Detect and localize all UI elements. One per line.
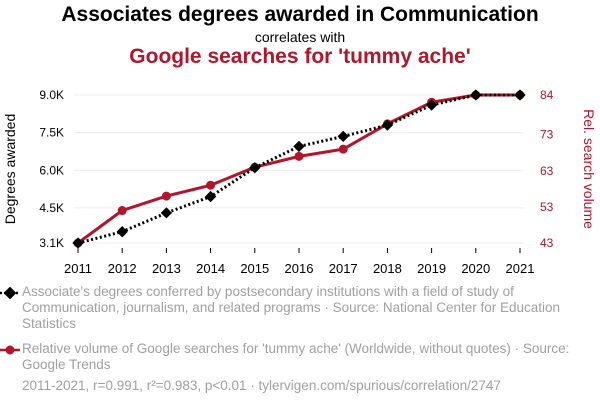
legend-text-series1: Associate's degrees conferred by postsec… [22,284,561,331]
y2-axis-label: Rel. search volume [581,109,597,229]
y-tick-label: 3.1K [39,236,64,250]
y2-tick-label: 43 [540,236,554,250]
x-tick-label: 2021 [506,261,535,276]
legend-text-series2: Relative volume of Google searches for '… [22,341,570,372]
series1-point [116,226,128,238]
x-tick-label: 2014 [196,261,225,276]
footer-stats: 2011-2021, r=0.991, r²=0.983, p<0.01 · t… [22,378,501,393]
x-tick-label: 2011 [64,261,92,276]
chart-subtitle: Google searches for 'tummy ache' [129,45,471,68]
series2-point [294,151,304,161]
series2-line [77,93,520,245]
y-tick-label: 6.0K [39,163,64,177]
x-tick-label: 2019 [417,261,446,276]
series2-point [338,144,348,154]
series1-point [337,130,349,143]
series1-point [514,89,526,101]
series1-point [204,190,217,203]
chart-connector: correlates with [254,29,346,45]
x-tick-label: 2020 [461,261,490,276]
y-tick-label: 4.5K [39,201,64,215]
legend-item-series1: Associate's degrees conferred by postsec… [0,284,582,332]
chart-title: Associates degrees awarded in Communicat… [61,3,539,26]
series1-point [160,207,173,219]
legend-marker-series2 [0,345,20,355]
x-tick-label: 2013 [152,261,181,276]
chart: 3.1K 4.5K 6.0K 7.5K 9.0K 43 53 63 73 84 2011 2012 20… [2,88,597,276]
y-tick-label: 9.0K [39,88,64,102]
x-tick-label: 2018 [373,261,402,276]
series1-point [293,140,305,153]
series2-point [206,180,216,190]
series1-line [77,93,520,245]
legend-item-series2: Relative volume of Google searches for '… [0,341,582,373]
y2-tick-label: 63 [540,164,554,178]
y-tick-label: 7.5K [39,126,64,140]
y2-tick-label: 53 [540,200,554,214]
series2-point [117,206,127,216]
series1-point [249,162,261,174]
x-tick-label: 2016 [285,261,314,276]
y2-tick-label: 84 [540,88,554,102]
y-axis-label: Degrees awarded [2,114,18,225]
series2-point [161,191,171,201]
y2-tick-label: 73 [540,128,554,142]
x-tick-label: 2012 [108,261,137,276]
legend-marker-series1 [0,287,20,299]
x-tick-label: 2015 [240,261,269,276]
series1-point [470,89,482,101]
x-tick-label: 2017 [329,261,358,276]
